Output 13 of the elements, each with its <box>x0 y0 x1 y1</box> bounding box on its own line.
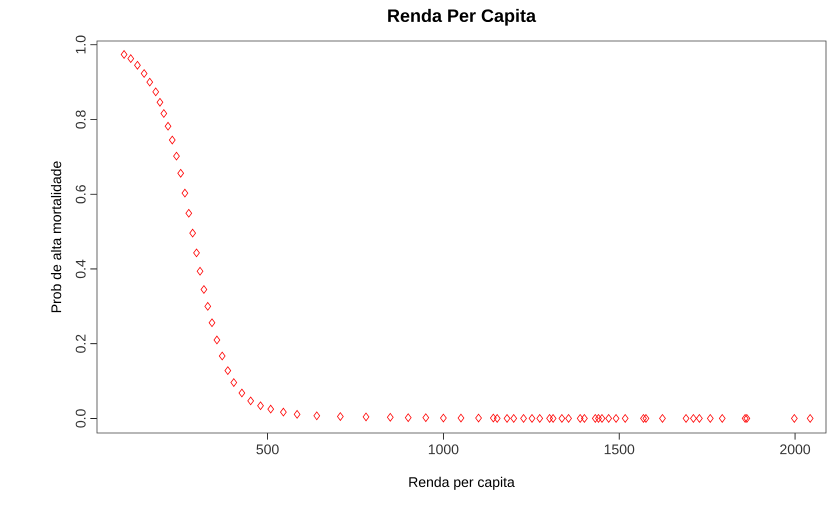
y-axis-title: Prob de alta mortalidade <box>50 161 62 312</box>
y-tick-label: 0.2 <box>76 334 86 353</box>
x-tick-label: 2000 <box>780 444 810 454</box>
chart-title: Renda Per Capita <box>388 8 536 26</box>
y-tick-label: 0.4 <box>76 260 86 278</box>
y-tick-label: 0.8 <box>76 110 86 129</box>
y-tick-label: 1.0 <box>76 36 86 54</box>
y-tick-label: 0.0 <box>76 409 86 428</box>
x-tick-label: 500 <box>256 444 279 454</box>
x-tick-label: 1000 <box>428 444 458 454</box>
x-tick-label: 1500 <box>604 444 634 454</box>
x-axis-title: Renda per capita <box>409 476 515 490</box>
y-tick-label: 0.6 <box>76 185 86 204</box>
